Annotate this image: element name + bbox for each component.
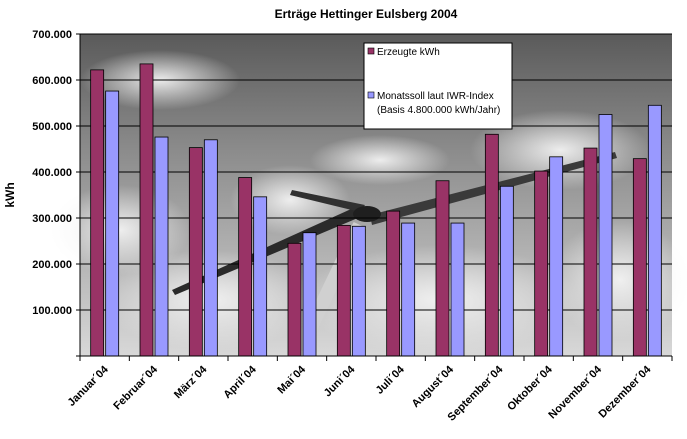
bar-erzeugte-12	[632, 158, 647, 357]
x-tick-label: Februar´04	[111, 363, 160, 412]
y-axis-ticks: 100.000 200.000 300.000 400.000 500.000 600.0…	[32, 29, 80, 357]
bar-erzeugte-10	[534, 170, 549, 357]
legend-label-erzeugte: Erzeugte kWh	[377, 47, 440, 58]
x-axis-ticks: Januar´04 Februar´04 März´04 April´04 Mai´04…	[66, 356, 673, 424]
bar-monatssoll-10	[549, 156, 564, 357]
bar-erzeugte-9	[484, 133, 499, 357]
bar-erzeugte-7	[386, 210, 401, 357]
y-tick-label: 200.000	[32, 259, 72, 271]
y-tick-label: 300.000	[32, 213, 72, 225]
bar-monatssoll-6	[351, 225, 366, 357]
x-tick-label: Mai´04	[275, 363, 308, 396]
bar-monatssoll-5	[302, 232, 317, 357]
bar-monatssoll-1	[105, 90, 120, 357]
bar-erzeugte-3	[188, 147, 203, 357]
y-tick-label: 700.000	[32, 29, 72, 41]
legend-label-monatssoll-basis: (Basis 4.800.000 kWh/Jahr)	[377, 105, 500, 116]
legend: Erzeugte kWh Monatssoll laut IWR-Index (…	[363, 42, 513, 130]
bar-erzeugte-2	[139, 63, 154, 357]
x-tick-label: Juni´04	[322, 363, 358, 399]
bar-monatssoll-4	[253, 196, 268, 357]
bar-erzeugte-6	[336, 224, 351, 357]
x-tick-label: Juli´04	[374, 363, 408, 397]
x-tick-label: August´04	[410, 363, 457, 410]
bar-erzeugte-11	[583, 147, 598, 357]
y-tick-label: 500.000	[32, 121, 72, 133]
y-tick-label: 600.000	[32, 75, 72, 87]
bar-erzeugte-1	[90, 69, 105, 357]
x-tick-label: Oktober´04	[505, 363, 555, 413]
bars	[90, 63, 662, 357]
x-tick-label: Januar´04	[66, 363, 112, 409]
bar-monatssoll-12	[647, 104, 662, 357]
bar-erzeugte-4	[238, 177, 253, 357]
chart-title: Erträge Hettinger Eulsberg 2004	[275, 7, 458, 21]
x-tick-label: März´04	[172, 363, 210, 401]
bar-erzeugte-5	[287, 242, 302, 357]
legend-swatch-erzeugte	[367, 47, 375, 55]
y-tick-label: 100.000	[32, 305, 72, 317]
x-tick-label: Dezember´04	[597, 363, 655, 421]
bar-monatssoll-11	[598, 114, 613, 357]
bar-monatssoll-8	[450, 222, 465, 357]
legend-label-monatssoll: Monatssoll laut IWR-Index	[377, 91, 494, 102]
x-tick-label: April´04	[221, 363, 259, 401]
y-axis-label: kWh	[3, 182, 17, 207]
bar-monatssoll-2	[154, 136, 169, 357]
legend-swatch-monatssoll	[367, 91, 375, 99]
bar-monatssoll-3	[203, 139, 218, 357]
bar-monatssoll-7	[401, 222, 416, 357]
y-tick-label: 400.000	[32, 167, 72, 179]
bar-monatssoll-9	[499, 185, 514, 357]
bar-erzeugte-8	[435, 180, 450, 357]
